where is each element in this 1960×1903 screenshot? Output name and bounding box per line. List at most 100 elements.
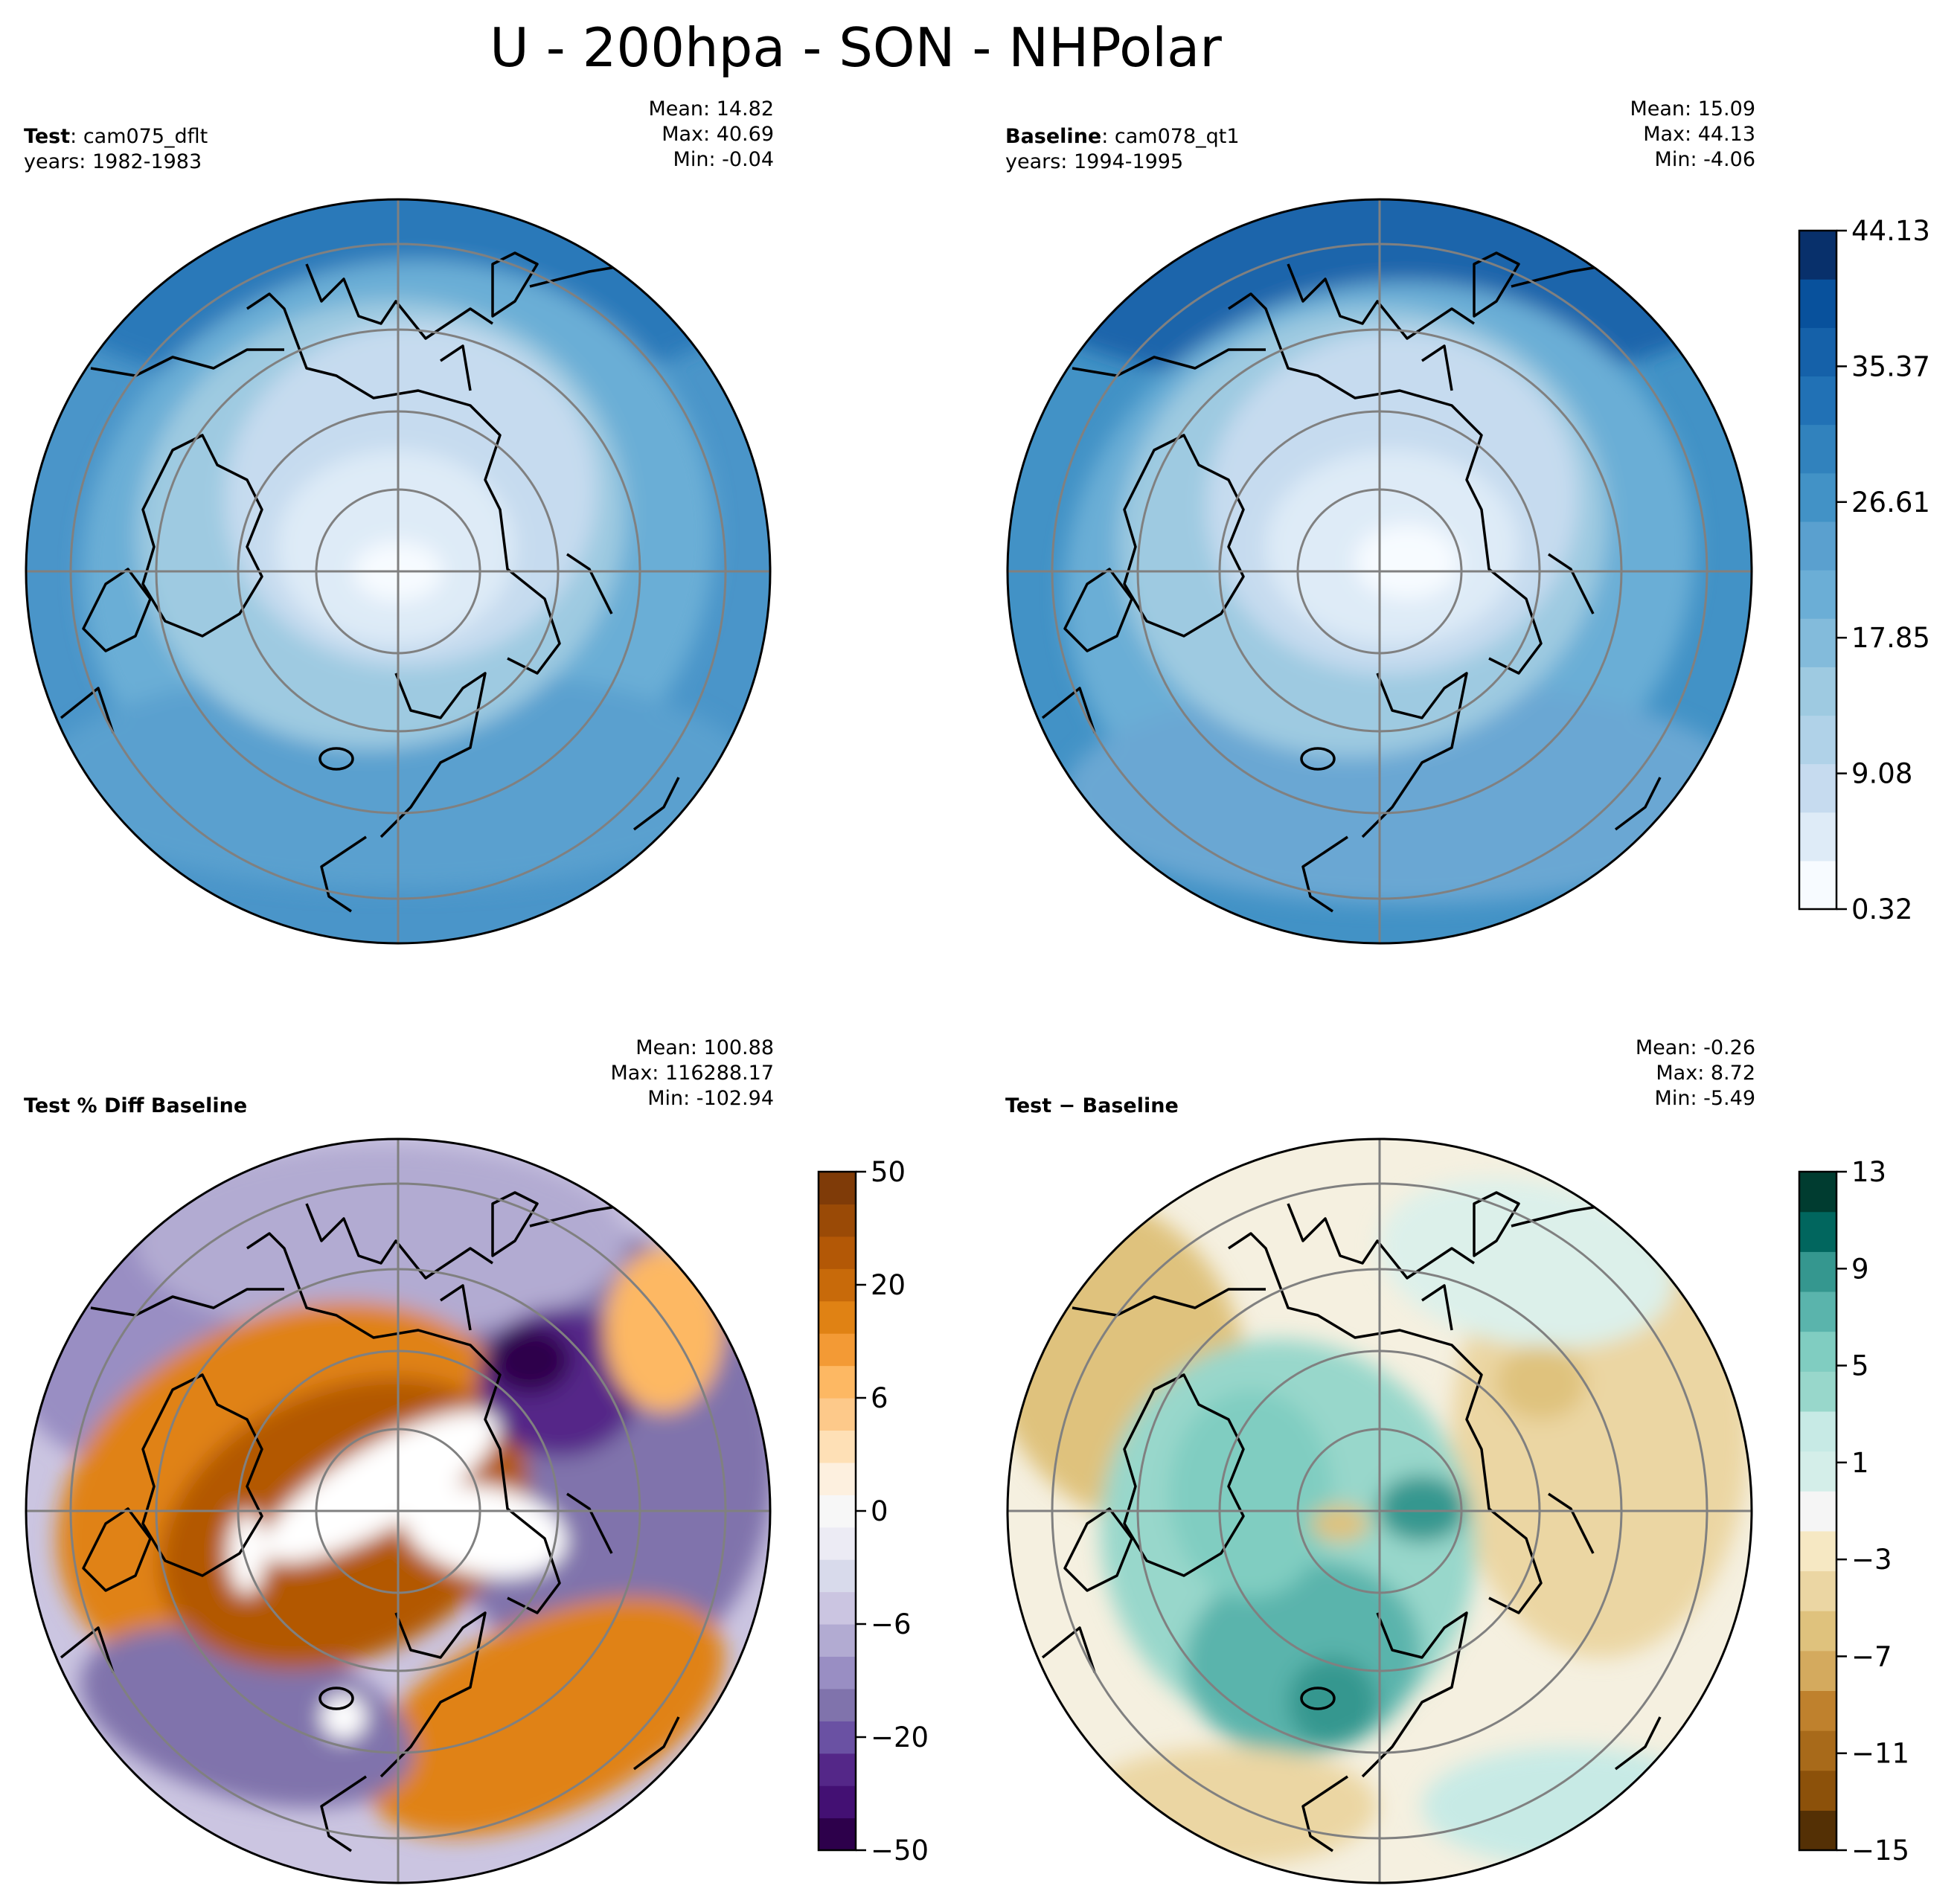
diff-colorbar-swatch-12	[1799, 1331, 1836, 1372]
baseline-coastline-10	[1421, 344, 1453, 391]
diff-coastline-10	[1421, 1284, 1453, 1331]
blues-colorbar-swatch-3	[1799, 715, 1836, 765]
diff-colorbar-swatch-6	[1799, 1570, 1836, 1611]
pctdiff-field	[26, 1139, 770, 1883]
pctdiff-colorbar-tick-label-4: −6	[871, 1608, 912, 1640]
diff-colorbar-swatch-9	[1799, 1451, 1836, 1492]
baseline-min: Min: -4.06	[1654, 148, 1755, 171]
pctdiff-colorbar-swatch-16	[819, 1300, 856, 1334]
diff-colorbar-tick-label-0: 13	[1851, 1156, 1886, 1188]
pctdiff-colorbar-swatch-13	[819, 1398, 856, 1431]
pctdiff-max: Max: 116288.17	[610, 1062, 774, 1085]
diff-colorbar-swatch-10	[1799, 1411, 1836, 1452]
baseline-label-bold: Baseline	[1005, 125, 1102, 148]
blues-colorbar-tick-label-4: 9.08	[1851, 758, 1912, 790]
diff-contour-8	[1310, 1505, 1370, 1542]
pctdiff-min: Min: -102.94	[647, 1087, 774, 1110]
blues-colorbar-frame	[1798, 229, 1838, 911]
blues-colorbar-swatch-1	[1799, 812, 1836, 861]
pctdiff-colorbar-swatch-15	[819, 1333, 856, 1367]
baseline-max: Max: 44.13	[1643, 123, 1755, 146]
diff-colorbar-tick-label-4: −3	[1851, 1544, 1892, 1576]
blues-colorbar-swatch-6	[1799, 570, 1836, 619]
diff-coastline-5	[1063, 1507, 1133, 1592]
blues-colorbar-tick-label-0: 44.13	[1851, 215, 1930, 247]
pctdiff-colorbar-swatch-14	[819, 1365, 856, 1399]
baseline-contour-2	[1065, 681, 1749, 904]
diff-coastline-11	[1548, 1492, 1595, 1554]
test-label-bold: Test	[24, 125, 71, 148]
test-iceland-outline	[318, 747, 354, 771]
blues-colorbar-tick-label-3: 17.85	[1851, 622, 1930, 654]
test-coastline-2	[491, 251, 539, 318]
test-coastline-7	[320, 835, 367, 913]
baseline-coastline-2	[1473, 251, 1520, 318]
diff-label: Test − Baseline	[1005, 1094, 1179, 1119]
diff-colorbar-swatch-11	[1799, 1371, 1836, 1412]
test-coastline-12	[60, 687, 115, 734]
baseline-coastline-7	[1301, 835, 1348, 913]
test-label: Test: cam075_dflt years: 1982-1983	[24, 124, 208, 175]
baseline-gridlines	[1008, 199, 1752, 943]
diff-colorbar-swatch-3	[1799, 1690, 1836, 1731]
diff-colorbar-tick-label-6: −11	[1851, 1738, 1909, 1770]
blues-colorbar-swatch-0	[1799, 860, 1836, 910]
test-case-name: cam075_dflt	[83, 125, 208, 148]
pctdiff-colorbar-swatch-6	[819, 1624, 856, 1657]
diff-colorbar-swatch-1	[1799, 1770, 1836, 1811]
diff-coastline-4	[1123, 1373, 1245, 1577]
pctdiff-colorbar-swatch-5	[819, 1656, 856, 1689]
baseline-map	[1006, 198, 1753, 945]
pctdiff-coastline-12	[60, 1626, 115, 1673]
baseline-years: years: 1994-1995	[1005, 150, 1184, 173]
diff-colorbar-swatch-14	[1799, 1251, 1836, 1292]
test-label-sep: :	[70, 125, 83, 148]
pctdiff-colorbar-swatch-4	[819, 1688, 856, 1721]
test-coastline-10	[440, 344, 472, 391]
pctdiff-contour-12	[321, 1695, 366, 1739]
figure-title: U - 200hpa - SON - NHPolar	[490, 16, 1222, 79]
diff-coastline-12	[1041, 1626, 1096, 1673]
pctdiff-colorbar-swatch-18	[819, 1236, 856, 1269]
pctdiff-coastline-9	[632, 1716, 680, 1771]
baseline-case-name: cam078_qt1	[1114, 125, 1240, 148]
diff-contour-2	[1379, 1178, 1674, 1348]
diff-colorbar-tick-label-3: 1	[1851, 1447, 1869, 1479]
diff-iceland-outline	[1300, 1687, 1336, 1710]
pctdiff-colorbar-tick-label-0: 50	[871, 1156, 906, 1188]
baseline-iceland-outline	[1300, 747, 1336, 771]
test-coastline-11	[566, 553, 613, 614]
diff-contour-9	[1080, 1747, 1377, 1866]
pctdiff-colorbar-swatch-3	[819, 1721, 856, 1754]
baseline-mean: Mean: 15.09	[1630, 97, 1755, 121]
blues-colorbar-swatch-12	[1799, 279, 1836, 328]
diff-coastline-1	[1287, 1203, 1475, 1280]
blues-colorbar-swatch-7	[1799, 521, 1836, 571]
test-min: Min: -0.04	[673, 148, 774, 171]
blues-colorbar-swatch-4	[1799, 667, 1836, 716]
pctdiff-colorbar-swatch-8	[819, 1559, 856, 1593]
pctdiff-colorbar-swatch-9	[819, 1527, 856, 1560]
baseline-label-sep: :	[1101, 125, 1115, 148]
diff-colorbar-swatch-2	[1799, 1730, 1836, 1771]
pctdiff-stats: Mean: 100.88 Max: 116288.17 Min: -102.94	[610, 1036, 774, 1111]
test-coastline-1	[305, 263, 493, 340]
pctdiff-colorbar-swatch-10	[819, 1495, 856, 1528]
blues-colorbar-swatch-9	[1799, 424, 1836, 474]
test-coastline-5	[82, 568, 152, 652]
baseline-coastline-11	[1548, 553, 1595, 614]
pctdiff-colorbar-tick-label-2: 6	[871, 1382, 888, 1414]
pctdiff-contour-4	[365, 1596, 725, 1838]
baseline-coastline-4	[1123, 434, 1245, 638]
pctdiff-colorbar: 50 20 6 0 −6 −20 −50	[817, 1156, 929, 1867]
diff-colorbar-swatch-5	[1799, 1611, 1836, 1652]
pctdiff-gridlines	[26, 1139, 770, 1883]
pctdiff-mean: Mean: 100.88	[635, 1036, 774, 1059]
pctdiff-coastline-5	[82, 1507, 152, 1592]
diff-coastline-2	[1473, 1191, 1520, 1257]
diff-coastline-9	[1614, 1716, 1662, 1771]
baseline-contour-6	[1355, 524, 1459, 599]
pctdiff-colorbar-tick-label-3: 0	[871, 1495, 888, 1527]
diff-coastline-0	[1072, 1288, 1266, 1317]
diff-colorbar-tick-label-1: 9	[1851, 1253, 1869, 1285]
